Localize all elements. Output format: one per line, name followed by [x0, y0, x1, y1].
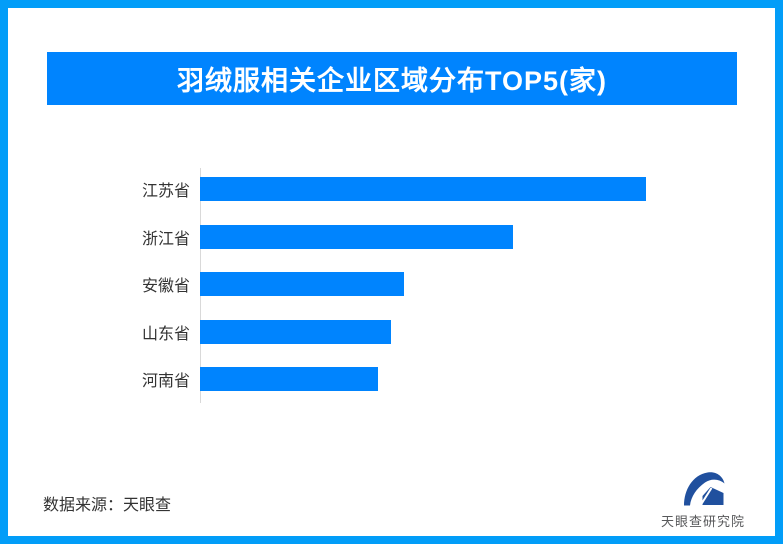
- bar-row: 河南省: [8, 367, 775, 391]
- category-label: 江苏省: [141, 183, 190, 200]
- bar-rows: 江苏省浙江省安徽省山东省河南省: [8, 177, 775, 415]
- bar-row: 江苏省: [8, 177, 775, 201]
- bar-row: 山东省: [8, 319, 775, 344]
- page-title: 羽绒服相关企业区域分布TOP5(家): [176, 66, 607, 96]
- bar-row: 安徽省: [8, 272, 775, 296]
- category-label: 安徽省: [141, 278, 190, 295]
- header-banner: 羽绒服相关企业区域分布TOP5(家): [47, 52, 737, 105]
- bar: [200, 319, 391, 344]
- bar: [200, 177, 646, 201]
- bar-chart: 江苏省浙江省安徽省山东省河南省: [8, 168, 775, 411]
- logo-text: 天眼查研究院: [660, 514, 745, 529]
- source-label: 数据来源：天眼查: [43, 497, 172, 514]
- tianyancha-logo: 天眼查研究院: [648, 468, 758, 530]
- tianyancha-eye-icon: [684, 472, 725, 508]
- bar: [200, 272, 404, 296]
- category-label: 山东省: [141, 325, 190, 343]
- category-label: 浙江省: [141, 230, 190, 248]
- bar: [200, 224, 513, 249]
- category-label: 河南省: [141, 373, 190, 390]
- bar-row: 浙江省: [8, 224, 775, 249]
- bar: [200, 367, 378, 391]
